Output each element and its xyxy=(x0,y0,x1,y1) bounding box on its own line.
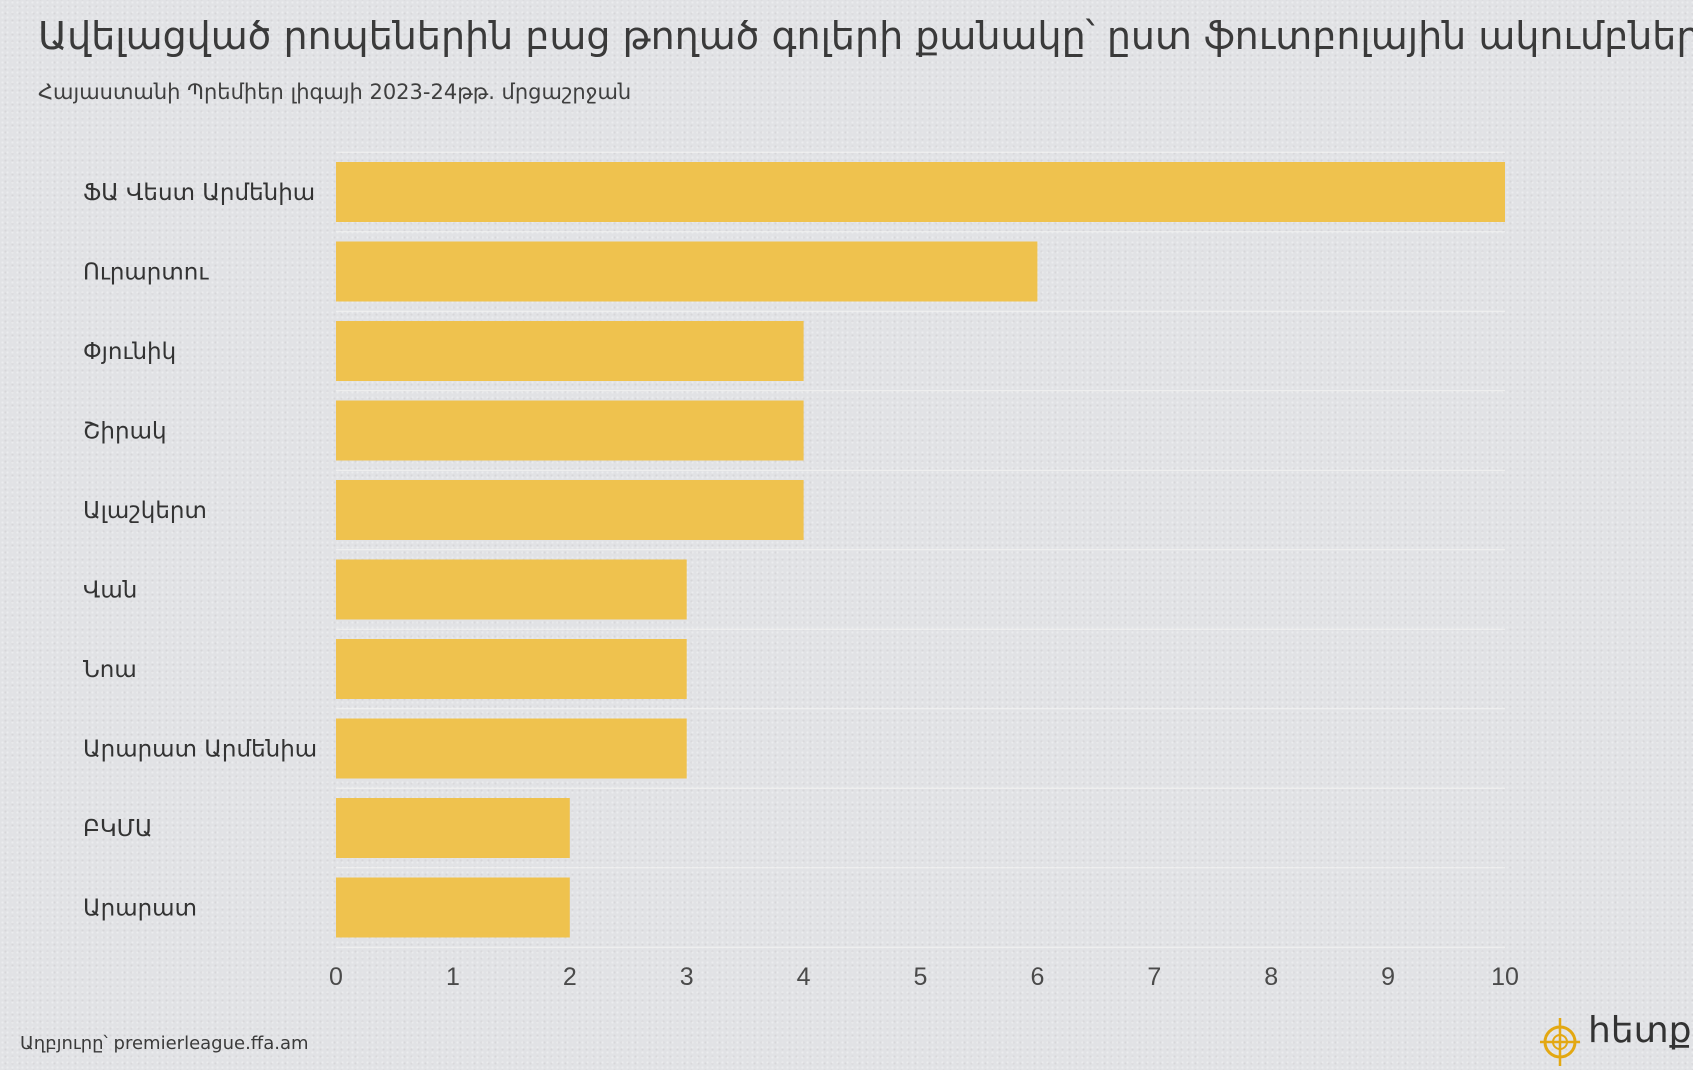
bar xyxy=(336,639,687,699)
bar xyxy=(336,162,1505,222)
hetq-logo: հետք xyxy=(1538,1008,1692,1068)
target-icon xyxy=(1540,1018,1580,1066)
bar xyxy=(336,241,1038,302)
category-label: Արարատ Արմենիա xyxy=(83,737,317,763)
category-label: Նոա xyxy=(83,657,137,683)
x-tick-label: 4 xyxy=(797,963,811,991)
x-axis-tick-labels: 0 1 2 3 4 5 6 7 8 9 10 xyxy=(329,963,1519,991)
category-label: Փյունիկ xyxy=(83,339,176,365)
source-note: Աղբյուրը՝ premierleague.ffa.am xyxy=(20,1033,309,1054)
bar xyxy=(336,559,687,620)
gridlines xyxy=(336,151,1505,948)
x-tick-label: 1 xyxy=(446,963,460,991)
x-tick-label: 7 xyxy=(1147,963,1161,991)
x-tick-label: 6 xyxy=(1030,963,1044,991)
bar xyxy=(336,400,804,461)
bar xyxy=(336,480,804,540)
chart-title: Ավելացված րոպեներին բաց թողած գոլերի քան… xyxy=(38,14,1693,58)
x-tick-label: 5 xyxy=(914,963,928,991)
category-label: ԲԿՄԱ xyxy=(83,816,153,842)
bar xyxy=(336,321,804,381)
category-label: Ուրարտու xyxy=(83,260,209,286)
category-labels: ՖԱ Վեստ Արմենիա Ուրարտու Փյունիկ Շիրակ Ալաշկ… xyxy=(83,180,317,922)
bars xyxy=(336,162,1505,938)
x-tick-label: 8 xyxy=(1264,963,1278,991)
bar xyxy=(336,877,570,938)
category-label: Շիրակ xyxy=(83,419,167,445)
category-label: Ալաշկերտ xyxy=(83,498,207,524)
x-tick-label: 2 xyxy=(563,963,577,991)
bar-chart: ՖԱ Վեստ Արմենիա Ուրարտու Փյունիկ Շիրակ Ալաշկ… xyxy=(83,151,1519,991)
x-tick-label: 0 xyxy=(329,963,343,991)
x-tick-label: 10 xyxy=(1491,963,1519,991)
logo-text: հետք xyxy=(1588,1010,1692,1051)
chart-subtitle: Հայաստանի Պրեմիեր լիգայի 2023-24թթ. մրցա… xyxy=(38,80,632,104)
category-label: Արարատ xyxy=(83,896,197,922)
x-tick-label: 9 xyxy=(1381,963,1395,991)
category-label: ՖԱ Վեստ Արմենիա xyxy=(83,180,315,206)
category-label: Վան xyxy=(83,578,137,604)
bar xyxy=(336,718,687,779)
x-tick-label: 3 xyxy=(680,963,694,991)
bar xyxy=(336,798,570,858)
